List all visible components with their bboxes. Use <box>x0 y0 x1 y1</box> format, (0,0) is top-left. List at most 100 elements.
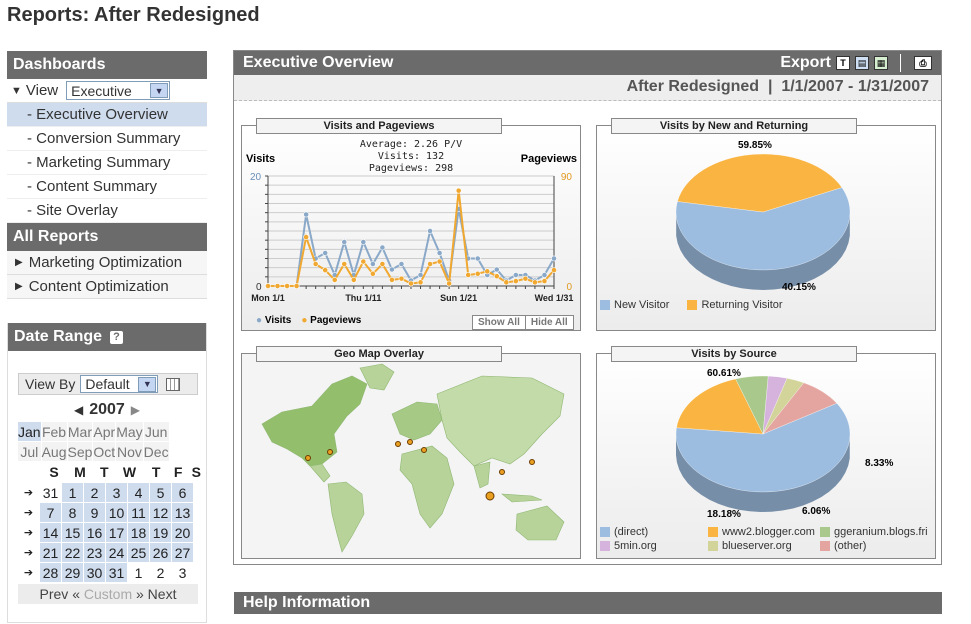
month-cell[interactable]: Dec <box>143 442 169 461</box>
day-cell[interactable]: 17 <box>106 523 127 542</box>
map-asia <box>436 375 565 467</box>
month-cell[interactable]: Mar <box>67 422 93 441</box>
sidebar-item-content-optimization[interactable]: ▶ Content Optimization <box>7 275 207 299</box>
day-cell[interactable]: 1 <box>128 563 149 582</box>
day-cell[interactable]: 7 <box>40 503 61 522</box>
help-icon[interactable]: ? <box>110 330 124 344</box>
prev-year-icon[interactable]: ◀ <box>73 403 84 417</box>
hide-all-button[interactable]: Hide All <box>530 317 568 328</box>
day-cell[interactable]: 16 <box>84 523 105 542</box>
calendar-nav: Prev « Custom » Next <box>18 584 198 604</box>
view-by-select[interactable]: Default ▼ <box>80 375 159 393</box>
day-cell[interactable]: 26 <box>150 543 171 562</box>
chevron-down-icon[interactable]: ▼ <box>150 83 169 98</box>
select-week-arrow-icon[interactable]: ➔ <box>18 523 39 542</box>
pct-new-label: 59.85% <box>738 140 772 151</box>
select-week-arrow-icon[interactable]: ➔ <box>18 503 39 522</box>
month-cell[interactable]: Aug <box>41 442 67 461</box>
text-export-icon[interactable]: T <box>836 56 850 70</box>
show-all-button[interactable]: Show All <box>473 316 526 329</box>
select-week-arrow-icon[interactable]: ➔ <box>18 483 39 502</box>
legend-blueserver: blueserver.org <box>708 540 820 552</box>
day-cell[interactable]: 2 <box>150 563 171 582</box>
sidebar-item-site-overlay[interactable]: - Site Overlay <box>7 199 207 223</box>
day-cell[interactable]: 5 <box>150 483 171 502</box>
day-cell[interactable]: 24 <box>106 543 127 562</box>
weekday-header: W <box>122 463 137 480</box>
data-point <box>369 270 376 277</box>
calendar-icon[interactable] <box>166 377 181 391</box>
month-cell[interactable]: Sep <box>67 442 93 461</box>
week-row: ➔ 14 15 16 17 18 19 20 <box>18 523 193 542</box>
day-cell[interactable]: 11 <box>128 503 149 522</box>
month-cell[interactable]: Oct <box>93 442 116 461</box>
chevron-down-icon[interactable]: ▼ <box>138 376 157 392</box>
pct-other-label: 8.33% <box>865 458 894 469</box>
select-week-arrow-icon[interactable]: ➔ <box>18 563 39 582</box>
export-toolbar: Export T ▤ ▦ ⎙ <box>780 54 932 72</box>
sidebar-item-conversion-summary[interactable]: - Conversion Summary <box>7 127 207 151</box>
data-point <box>541 272 548 278</box>
legend-new-visitor: New Visitor <box>600 299 669 311</box>
day-cell[interactable]: 21 <box>40 543 61 562</box>
day-cell[interactable]: 14 <box>40 523 61 542</box>
excel-export-icon[interactable]: ▦ <box>874 56 888 70</box>
month-cell[interactable]: May <box>116 422 143 441</box>
day-cell[interactable]: 19 <box>150 523 171 542</box>
day-cell[interactable]: 29 <box>62 563 83 582</box>
month-cell[interactable]: Jun <box>143 422 169 441</box>
pdf-export-icon[interactable]: ▤ <box>855 56 869 70</box>
data-point <box>417 279 424 286</box>
day-cell[interactable]: 1 <box>62 483 83 502</box>
sidebar-item-content-summary[interactable]: - Content Summary <box>7 175 207 199</box>
day-cell[interactable]: 30 <box>84 563 105 582</box>
weekday-header: S <box>49 463 59 480</box>
day-cell[interactable]: 31 <box>106 563 127 582</box>
day-cell[interactable]: 22 <box>62 543 83 562</box>
month-cell[interactable]: Jan <box>18 422 41 441</box>
print-icon[interactable]: ⎙ <box>914 56 932 70</box>
sidebar-item-executive-overview[interactable]: - Executive Overview <box>7 103 207 127</box>
toolbar-divider <box>900 54 901 72</box>
data-point <box>322 267 329 274</box>
prev-link[interactable]: Prev « <box>39 586 80 602</box>
day-cell[interactable]: 31 <box>40 483 61 502</box>
day-cell[interactable]: 28 <box>40 563 61 582</box>
day-cell[interactable]: 8 <box>62 503 83 522</box>
month-cell[interactable]: Nov <box>116 442 143 461</box>
day-cell[interactable]: 27 <box>172 543 193 562</box>
custom-link[interactable]: Custom <box>83 586 133 602</box>
main-panel: Executive Overview Export T ▤ ▦ ⎙ After … <box>233 50 942 565</box>
day-cell[interactable]: 3 <box>172 563 193 582</box>
month-cell[interactable]: Feb <box>41 422 67 441</box>
legend-visits[interactable]: ● Visits <box>256 315 292 326</box>
day-cell[interactable]: 9 <box>84 503 105 522</box>
next-link[interactable]: » Next <box>136 586 177 602</box>
sidebar-item-marketing-summary[interactable]: - Marketing Summary <box>7 151 207 175</box>
day-cell[interactable]: 20 <box>172 523 193 542</box>
data-point <box>436 250 443 256</box>
month-cell[interactable]: Jul <box>18 442 41 461</box>
day-cell[interactable]: 25 <box>128 543 149 562</box>
view-select[interactable]: Executive ▼ <box>66 81 171 100</box>
sidebar-item-marketing-optimization[interactable]: ▶ Marketing Optimization <box>7 251 207 275</box>
day-cell[interactable]: 23 <box>84 543 105 562</box>
day-cell[interactable]: 6 <box>172 483 193 502</box>
world-map[interactable] <box>242 354 580 558</box>
day-cell[interactable]: 10 <box>106 503 127 522</box>
day-cell[interactable]: 13 <box>172 503 193 522</box>
month-cell[interactable]: Apr <box>93 422 116 441</box>
day-cell[interactable]: 12 <box>150 503 171 522</box>
month-row: Jul Aug Sep Oct Nov Dec <box>18 442 205 461</box>
select-week-arrow-icon[interactable]: ➔ <box>18 543 39 562</box>
day-cell[interactable]: 2 <box>84 483 105 502</box>
collapse-triangle-icon[interactable]: ▼ <box>11 84 22 97</box>
next-year-icon[interactable]: ▶ <box>130 403 141 417</box>
help-header: Help Information <box>234 592 942 614</box>
day-cell[interactable]: 3 <box>106 483 127 502</box>
day-cell[interactable]: 18 <box>128 523 149 542</box>
day-cell[interactable]: 15 <box>62 523 83 542</box>
legend-pageviews[interactable]: ● Pageviews <box>301 315 362 326</box>
day-cell[interactable]: 4 <box>128 483 149 502</box>
